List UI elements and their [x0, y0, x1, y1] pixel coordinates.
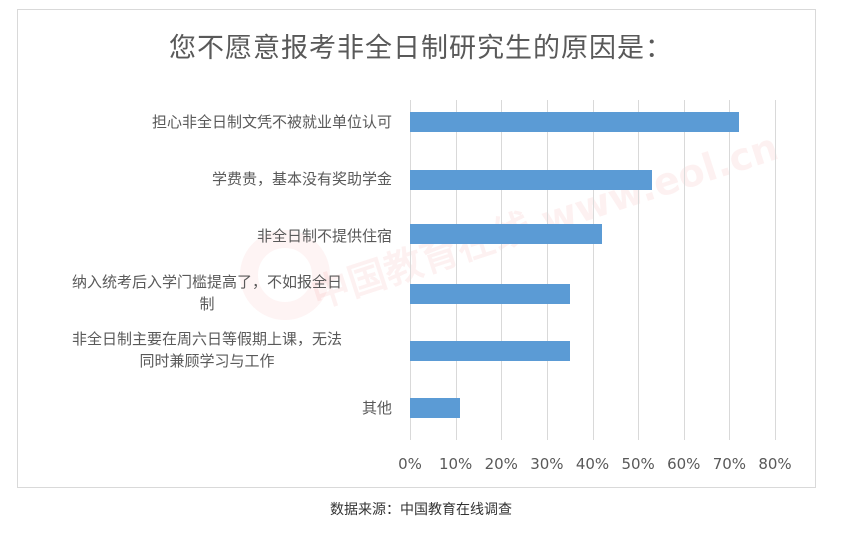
- gridline: [546, 100, 548, 440]
- gridline: [683, 100, 685, 440]
- x-tick-label: 30%: [530, 455, 564, 473]
- category-label-line: 非全日制主要在周六日等假期上课，无法: [71, 330, 342, 348]
- category-label-line: 纳入统考后入学门槛提高了，不如报全日: [71, 273, 342, 291]
- bar: [410, 170, 652, 190]
- x-tick-label: 60%: [667, 455, 701, 473]
- x-tick-label: 50%: [621, 455, 655, 473]
- category-label: 非全日制不提供住宿: [256, 227, 392, 245]
- source-caption: 数据来源：中国教育在线调查: [330, 502, 512, 518]
- category-label: 其他: [361, 399, 392, 417]
- x-tick-label: 10%: [438, 455, 473, 473]
- bar: [410, 398, 461, 418]
- x-tick-label: 0%: [398, 455, 422, 473]
- plot-area: [410, 100, 776, 440]
- gridline: [410, 100, 411, 440]
- category-label-line: 同时兼顾学习与工作: [139, 352, 275, 370]
- gridline: [455, 100, 457, 440]
- bar: [410, 284, 570, 304]
- gridline: [638, 100, 640, 440]
- category-label: 担心非全日制文凭不被就业单位认可: [151, 113, 392, 131]
- gridline: [501, 100, 503, 440]
- x-tick-label: 80%: [758, 455, 792, 473]
- bar: [410, 112, 739, 132]
- x-tick-label: 40%: [575, 455, 610, 473]
- bar: [410, 224, 602, 244]
- category-label: 非全日制主要在周六日等假期上课，无法 同时兼顾学习与工作: [22, 328, 392, 372]
- x-tick-label: 70%: [712, 455, 747, 473]
- category-label-line: 制: [199, 295, 215, 313]
- category-label: 学费贵，基本没有奖助学金: [211, 170, 392, 188]
- gridline: [775, 100, 776, 440]
- chart-title: 您不愿意报考非全日制研究生的原因是：: [169, 33, 673, 64]
- gridline: [592, 100, 594, 440]
- category-label: 纳入统考后入学门槛提高了，不如报全日 制: [22, 271, 392, 315]
- bar: [410, 341, 570, 361]
- gridline: [729, 100, 731, 440]
- x-tick-label: 20%: [484, 455, 518, 473]
